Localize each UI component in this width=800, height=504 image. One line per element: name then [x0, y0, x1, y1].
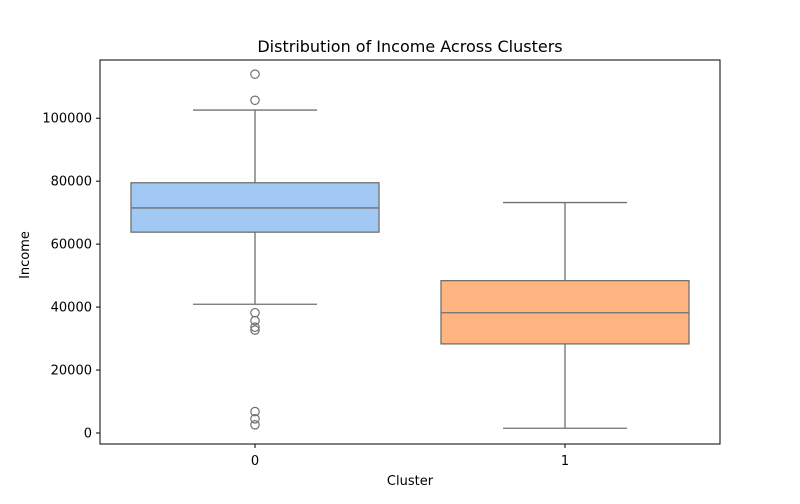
y-tick-label-3: 60000	[51, 238, 92, 253]
outlier-point-0-5	[250, 325, 260, 335]
y-tick-label-1: 20000	[51, 364, 92, 379]
x-tick-label-1: 1	[561, 454, 569, 469]
outlier-point-0-4	[250, 322, 260, 333]
x-axis-title: Cluster	[387, 474, 434, 489]
outlier-point-0-2	[250, 307, 260, 318]
outlier-point-0-7	[250, 414, 260, 424]
outlier-point-0-1	[250, 95, 260, 106]
y-tick-label-4: 80000	[51, 175, 92, 190]
chart-title: Distribution of Income Across Clusters	[257, 37, 562, 56]
outlier-point-0-0	[250, 69, 260, 79]
y-tick-label-2: 40000	[51, 301, 92, 316]
plot-area: 0 1 0 20000 40000 60000 80000 100000	[42, 59, 721, 469]
outlier-point-0-8	[250, 419, 260, 430]
outlier-point-0-6	[250, 406, 260, 417]
outlier-point-0-3	[250, 315, 260, 326]
y-tick-label-0: 0	[84, 426, 92, 441]
plot-frame	[99, 59, 721, 445]
y-axis-title: Income	[18, 231, 33, 279]
x-tick-label-0: 0	[251, 454, 259, 469]
y-tick-label-5: 100000	[42, 112, 92, 127]
